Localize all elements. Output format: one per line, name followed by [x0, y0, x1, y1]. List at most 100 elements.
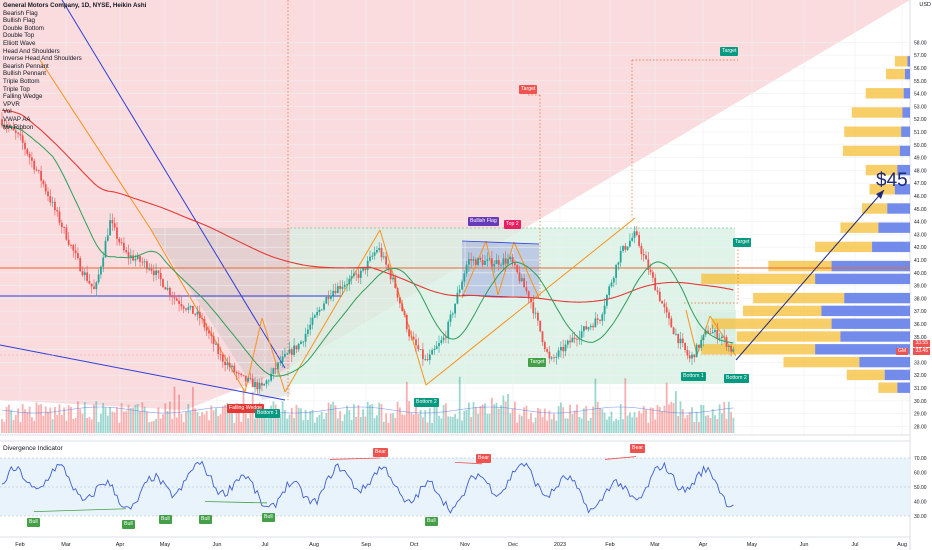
candle-body	[647, 259, 650, 270]
candle-body	[500, 264, 502, 266]
candle-body	[95, 282, 98, 290]
legend-item[interactable]: MA Ribbon	[3, 123, 34, 131]
volume-bar	[169, 401, 171, 433]
volume-bar	[624, 378, 627, 433]
volume-bar	[35, 402, 38, 433]
candle-body	[330, 295, 332, 299]
vpvr-bar	[844, 292, 910, 304]
candle-body	[364, 268, 367, 271]
candle-body	[435, 346, 438, 349]
volume-bar	[364, 416, 367, 433]
vpvr-bar	[884, 369, 910, 381]
candle-body	[707, 330, 709, 334]
candle-body	[323, 303, 325, 310]
volume-bar	[707, 415, 709, 433]
volume-bar	[261, 403, 263, 433]
volume-bar	[681, 409, 684, 433]
time-tick-label: Mar	[650, 542, 660, 548]
candle-body	[49, 196, 52, 203]
candle-body	[569, 340, 571, 343]
volume-bar	[709, 418, 712, 433]
volume-bar	[516, 422, 519, 433]
legend-item[interactable]: Falling Wedge	[3, 93, 43, 101]
candle-body	[488, 258, 491, 260]
candle-body	[661, 300, 663, 304]
volume-bar	[320, 411, 323, 433]
volume-bar	[578, 416, 581, 433]
legend-item[interactable]: Elliott Wave	[3, 39, 36, 47]
volume-bar	[31, 417, 33, 433]
candle-body	[159, 273, 162, 280]
volume-bar	[491, 397, 493, 433]
legend-item[interactable]: Double Bottom	[3, 24, 44, 32]
candle-body	[412, 336, 415, 340]
volume-bar	[583, 408, 585, 433]
legend-item[interactable]: Triple Bottom	[3, 77, 40, 85]
volume-bar	[440, 418, 443, 433]
volume-bar	[684, 418, 686, 433]
candle-body	[672, 327, 675, 335]
legend-item[interactable]: Inverse Head And Shoulders	[3, 55, 82, 63]
pattern-label: Bottom 2	[414, 398, 439, 407]
candle-body	[316, 311, 318, 316]
volume-bar	[205, 411, 208, 433]
volume-bar	[228, 409, 231, 433]
volume-bar	[166, 411, 169, 433]
candle-body	[566, 340, 569, 345]
volume-bar	[100, 413, 102, 433]
vpvr-bar	[903, 88, 910, 99]
candle-body	[629, 240, 631, 247]
candle-body	[502, 258, 505, 265]
volume-bar	[88, 416, 91, 433]
candle-body	[394, 277, 397, 288]
volume-bar	[178, 394, 180, 433]
vpvr-bar	[872, 241, 910, 253]
volume-bar	[256, 403, 259, 433]
candle-body	[410, 336, 413, 338]
candle-body	[543, 342, 546, 350]
volume-bar	[514, 401, 516, 433]
candle-body	[334, 290, 337, 294]
volume-bar	[189, 410, 192, 433]
candle-body	[10, 127, 13, 128]
legend-item[interactable]: Double Top	[3, 32, 35, 40]
volume-bar	[392, 413, 394, 433]
legend-item[interactable]: Triple Top	[3, 85, 30, 93]
legend-item[interactable]: Bullish Flag	[3, 17, 35, 25]
candle-body	[408, 329, 410, 337]
candle-body	[221, 354, 224, 362]
volume-bar	[286, 418, 289, 433]
ma-long-line	[1, 109, 734, 303]
legend-item[interactable]: Bearish Flag	[3, 9, 38, 17]
vpvr-bar	[878, 382, 898, 393]
legend-item[interactable]: Bullish Pennant	[3, 70, 46, 78]
volume-bar	[447, 416, 450, 433]
volume-bar	[615, 418, 617, 433]
candle-body	[454, 303, 456, 314]
candle-body	[155, 270, 157, 276]
volume-bar	[686, 414, 689, 433]
candle-body	[180, 303, 183, 307]
candle-body	[610, 282, 613, 287]
candle-body	[212, 335, 215, 345]
candle-body	[254, 381, 256, 388]
legend-item[interactable]: VWAP AA	[3, 115, 31, 123]
candle-body	[192, 305, 194, 314]
vpvr-bar	[907, 56, 910, 67]
candle-body	[573, 337, 576, 339]
legend-item[interactable]: VPVR	[3, 100, 20, 108]
volume-bar	[157, 407, 160, 433]
oscillator-tick-label: 50.00	[914, 485, 927, 491]
legend-item[interactable]: Bearish Pennant	[3, 62, 49, 70]
legend-item[interactable]: Head And Shoulders	[3, 47, 60, 55]
volume-bar	[118, 422, 121, 433]
candle-body	[136, 256, 139, 259]
legend-item[interactable]: Vol	[3, 108, 12, 116]
candle-body	[470, 259, 473, 261]
volume-bar	[520, 416, 523, 433]
candle-body	[123, 242, 125, 251]
candle-body	[560, 346, 562, 351]
falling-wedge-area	[0, 0, 910, 410]
oscillator-tick-label: 70.00	[914, 456, 927, 462]
